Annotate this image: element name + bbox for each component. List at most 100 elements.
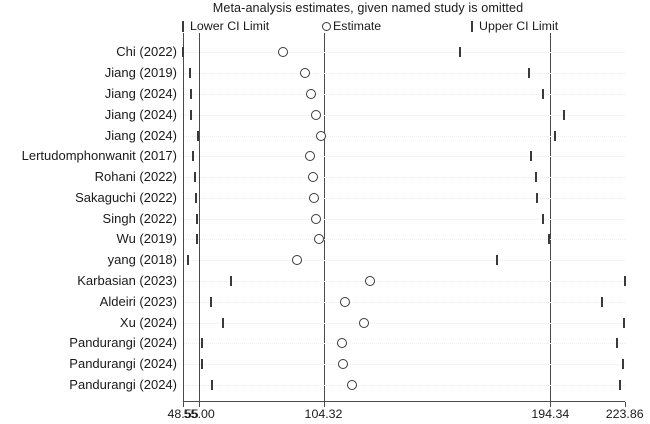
study-label: Pandurangi (2024) xyxy=(69,356,177,372)
row-guide-line xyxy=(184,73,625,75)
row-guide-line xyxy=(184,177,625,178)
lower-ci-marker xyxy=(197,130,199,141)
legend-item-estimate: Estimate xyxy=(322,19,381,33)
lower-ci-marker xyxy=(196,234,199,245)
estimate-marker xyxy=(337,359,348,370)
lower-ci-marker xyxy=(230,276,232,286)
estimate-marker xyxy=(308,192,319,203)
lower-ci-marker xyxy=(189,109,192,120)
x-axis-line xyxy=(183,401,625,402)
legend-label-lower-ci: Lower CI Limit xyxy=(190,19,270,33)
lower-ci-marker xyxy=(188,68,191,79)
upper-ci-marker xyxy=(542,88,545,99)
row-guide-line xyxy=(184,156,625,158)
study-label: yang (2018) xyxy=(107,252,177,268)
upper-ci-marker xyxy=(618,379,621,390)
upper-ci-marker xyxy=(562,109,565,120)
estimate-marker xyxy=(310,213,321,224)
row-guide-line xyxy=(184,322,625,324)
lower-ci-marker xyxy=(186,255,189,266)
legend-item-lower-ci: Lower CI Limit xyxy=(182,19,269,33)
legend-label-estimate: Estimate xyxy=(333,19,382,33)
study-label: Singh (2022) xyxy=(102,210,177,226)
estimate-marker xyxy=(299,68,310,79)
study-label: Pandurangi (2024) xyxy=(69,335,177,351)
upper-ci-marker xyxy=(623,276,626,286)
estimate-marker xyxy=(310,109,321,120)
estimate-marker xyxy=(315,130,326,141)
row-guide-line xyxy=(184,93,625,95)
row-guide-line xyxy=(184,114,625,116)
study-label: Chi (2022) xyxy=(116,44,177,60)
study-label: Jiang (2024) xyxy=(104,106,177,122)
legend-label-upper-ci: Upper CI Limit xyxy=(479,19,559,33)
lower-ci-marker xyxy=(210,379,213,390)
upper-ci-marker xyxy=(530,151,533,162)
estimate-marker xyxy=(336,338,347,349)
lower-ci-marker xyxy=(182,47,184,58)
x-axis-tick-label: 55.00 xyxy=(183,407,215,421)
estimate-marker xyxy=(313,234,324,245)
row-guide-line xyxy=(184,218,625,220)
lower-ci-marker xyxy=(192,151,194,162)
circle-icon xyxy=(322,21,331,31)
row-guide-line xyxy=(184,384,625,386)
study-label: Wu (2019) xyxy=(116,231,177,247)
estimate-marker xyxy=(305,88,316,99)
x-axis-tick xyxy=(199,402,201,407)
y-axis-frame-line xyxy=(183,33,184,401)
upper-ci-marker xyxy=(554,130,557,141)
row-guide-line xyxy=(184,364,625,366)
row-guide-line xyxy=(184,260,625,262)
row-guide-line xyxy=(184,301,625,303)
upper-ci-marker xyxy=(459,47,461,58)
upper-ci-marker xyxy=(622,359,624,370)
x-axis-tick xyxy=(624,402,626,407)
upper-ci-marker xyxy=(615,338,618,349)
upper-ci-marker xyxy=(547,234,550,245)
lower-ci-marker xyxy=(209,296,212,307)
reference-line xyxy=(199,33,201,401)
x-axis-tick xyxy=(183,402,184,407)
reference-line xyxy=(550,33,552,401)
estimate-marker xyxy=(307,172,318,182)
upper-ci-marker xyxy=(541,213,544,224)
study-label: Aldeiri (2023) xyxy=(99,293,177,309)
lower-ci-marker xyxy=(222,317,225,328)
x-axis-tick xyxy=(550,402,552,407)
lower-ci-marker xyxy=(200,359,203,370)
x-axis-tick-label: 48.55 xyxy=(167,407,199,421)
row-guide-line xyxy=(184,135,625,137)
x-axis-tick-label: 104.32 xyxy=(304,407,343,421)
lower-ci-marker xyxy=(200,338,203,349)
lower-ci-marker xyxy=(189,88,192,99)
chart-title: Meta-analysis estimates, given named stu… xyxy=(212,1,524,15)
lower-ci-marker xyxy=(193,172,196,182)
x-axis-tick-label: 194.34 xyxy=(531,407,570,421)
study-label: Karbasian (2023) xyxy=(77,273,177,289)
study-label: Jiang (2024) xyxy=(104,127,177,143)
x-axis-tick-label: 223.86 xyxy=(605,407,644,421)
study-label: Xu (2024) xyxy=(119,314,177,330)
estimate-marker xyxy=(277,47,288,58)
row-guide-line xyxy=(184,52,625,54)
estimate-marker xyxy=(347,379,358,390)
upper-ci-marker xyxy=(534,172,537,182)
study-label: Jiang (2019) xyxy=(104,65,177,81)
estimate-marker xyxy=(358,317,369,328)
upper-ci-marker xyxy=(495,255,498,266)
upper-ci-marker xyxy=(601,296,604,307)
study-label: Jiang (2024) xyxy=(104,86,177,102)
tick-icon xyxy=(182,20,184,32)
study-label: Rohani (2022) xyxy=(94,169,177,185)
estimate-marker xyxy=(304,151,315,162)
row-guide-line xyxy=(184,343,625,345)
lower-ci-marker xyxy=(194,192,197,203)
upper-ci-marker xyxy=(528,68,531,79)
reference-line xyxy=(323,33,325,401)
row-guide-line xyxy=(184,239,625,241)
upper-ci-marker xyxy=(535,192,538,203)
x-axis-tick xyxy=(323,402,325,407)
estimate-marker xyxy=(365,276,376,286)
